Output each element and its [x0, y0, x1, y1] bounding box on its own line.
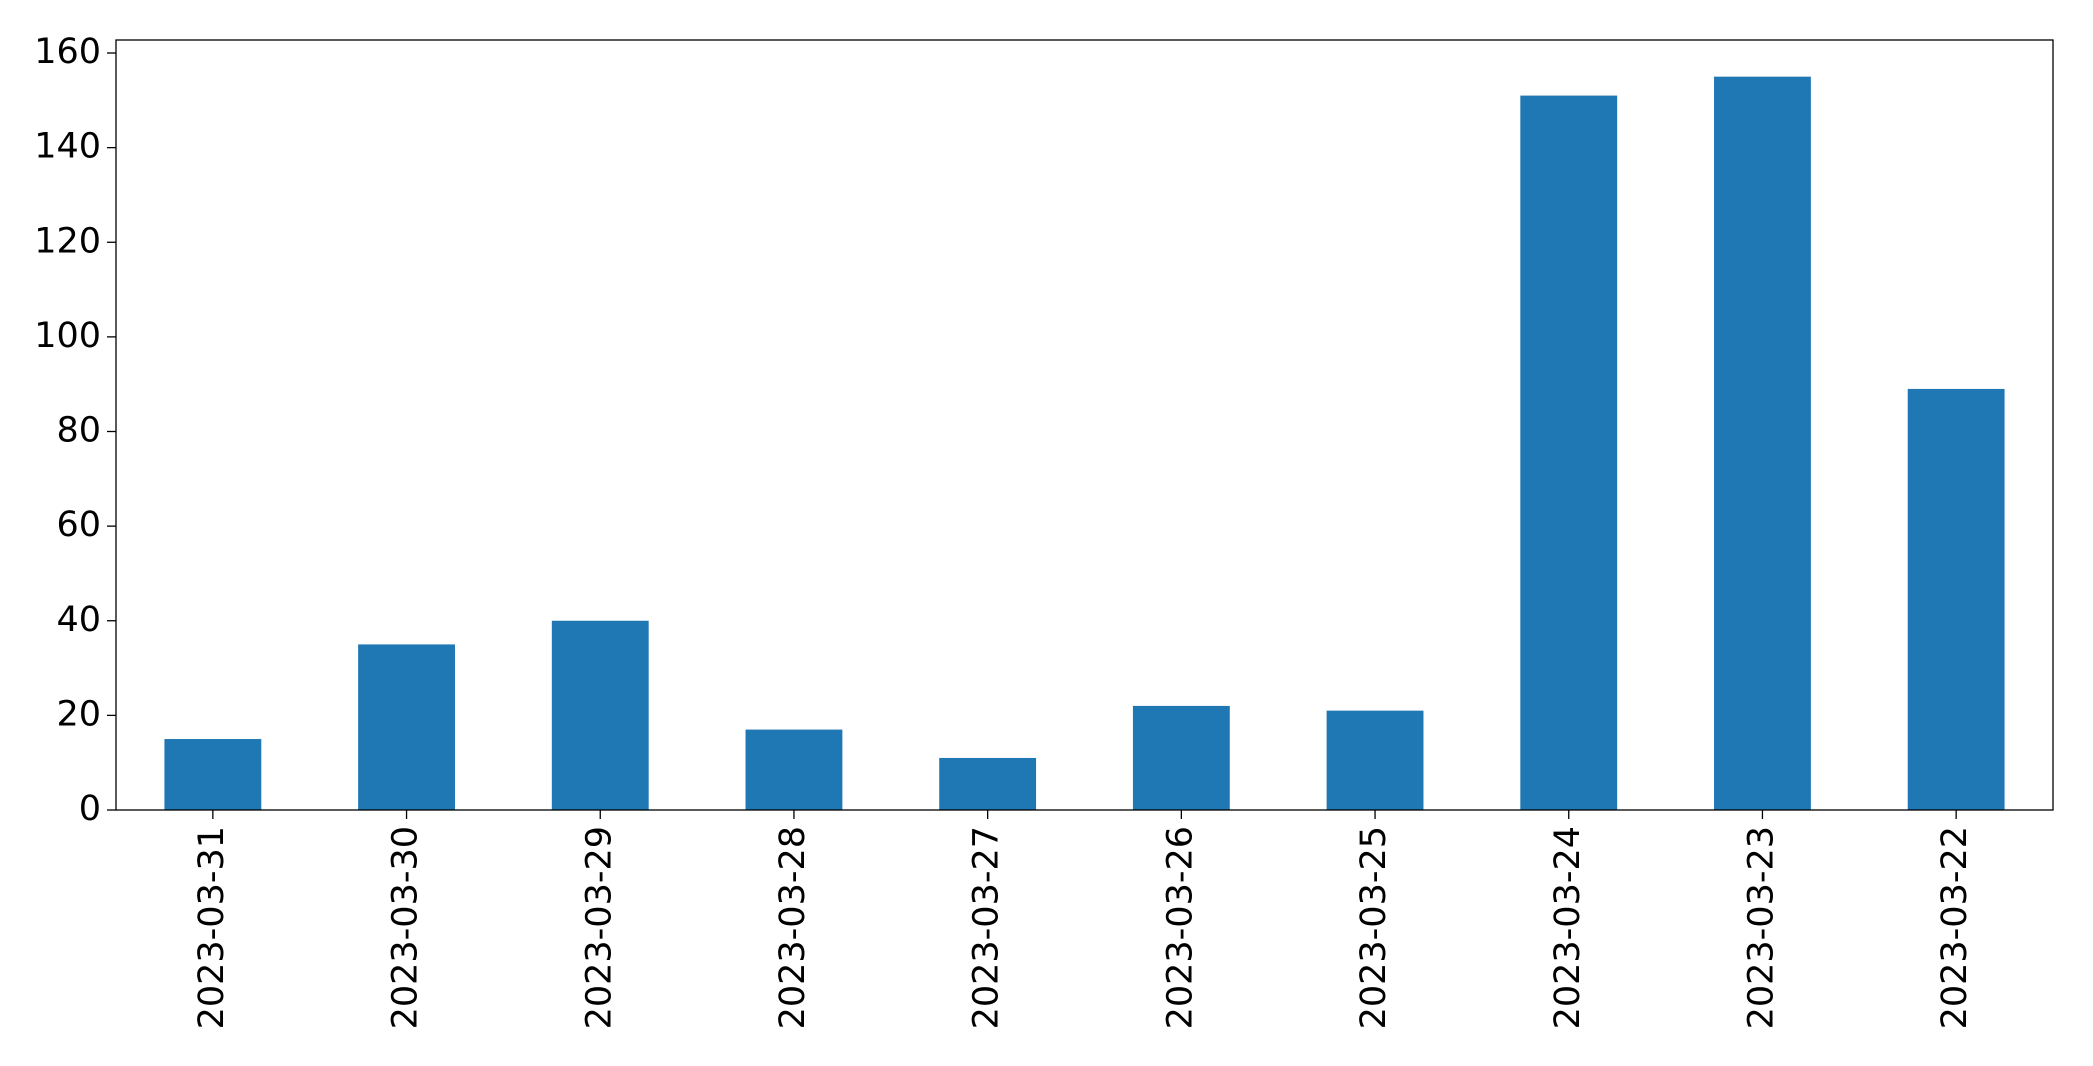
plot-frame [115, 39, 2054, 811]
y-tick-label: 160 [34, 32, 101, 72]
bar [939, 757, 1037, 810]
x-tick-label: 2023-03-26 [1160, 826, 1200, 1029]
bar [1326, 710, 1424, 810]
bar [164, 739, 262, 810]
bar [358, 644, 455, 810]
bar [745, 729, 843, 810]
bar [1907, 388, 2005, 810]
x-tick-label: 2023-03-22 [1935, 826, 1975, 1029]
x-tick-label: 2023-03-29 [579, 826, 619, 1029]
x-tick-label: 2023-03-24 [1548, 826, 1588, 1029]
x-tick-label: 2023-03-23 [1741, 826, 1781, 1029]
y-tick-label: 60 [56, 505, 101, 545]
y-tick-label: 120 [34, 221, 101, 261]
y-tick-label: 40 [56, 600, 101, 640]
bar [551, 620, 649, 810]
y-tick-label: 100 [34, 316, 101, 356]
y-tick-label: 80 [56, 411, 101, 451]
bar [1132, 705, 1230, 810]
y-tick-label: 20 [56, 694, 101, 734]
x-tick-label: 2023-03-30 [386, 826, 426, 1029]
x-tick-label: 2023-03-28 [773, 826, 813, 1029]
bar [1520, 95, 1618, 810]
y-tick-label: 0 [79, 789, 101, 829]
x-tick-label: 2023-03-27 [967, 826, 1007, 1029]
x-tick-label: 2023-03-31 [192, 826, 232, 1029]
x-tick-label: 2023-03-25 [1354, 826, 1394, 1029]
y-tick-label: 140 [34, 127, 101, 167]
bar [1714, 76, 1811, 810]
